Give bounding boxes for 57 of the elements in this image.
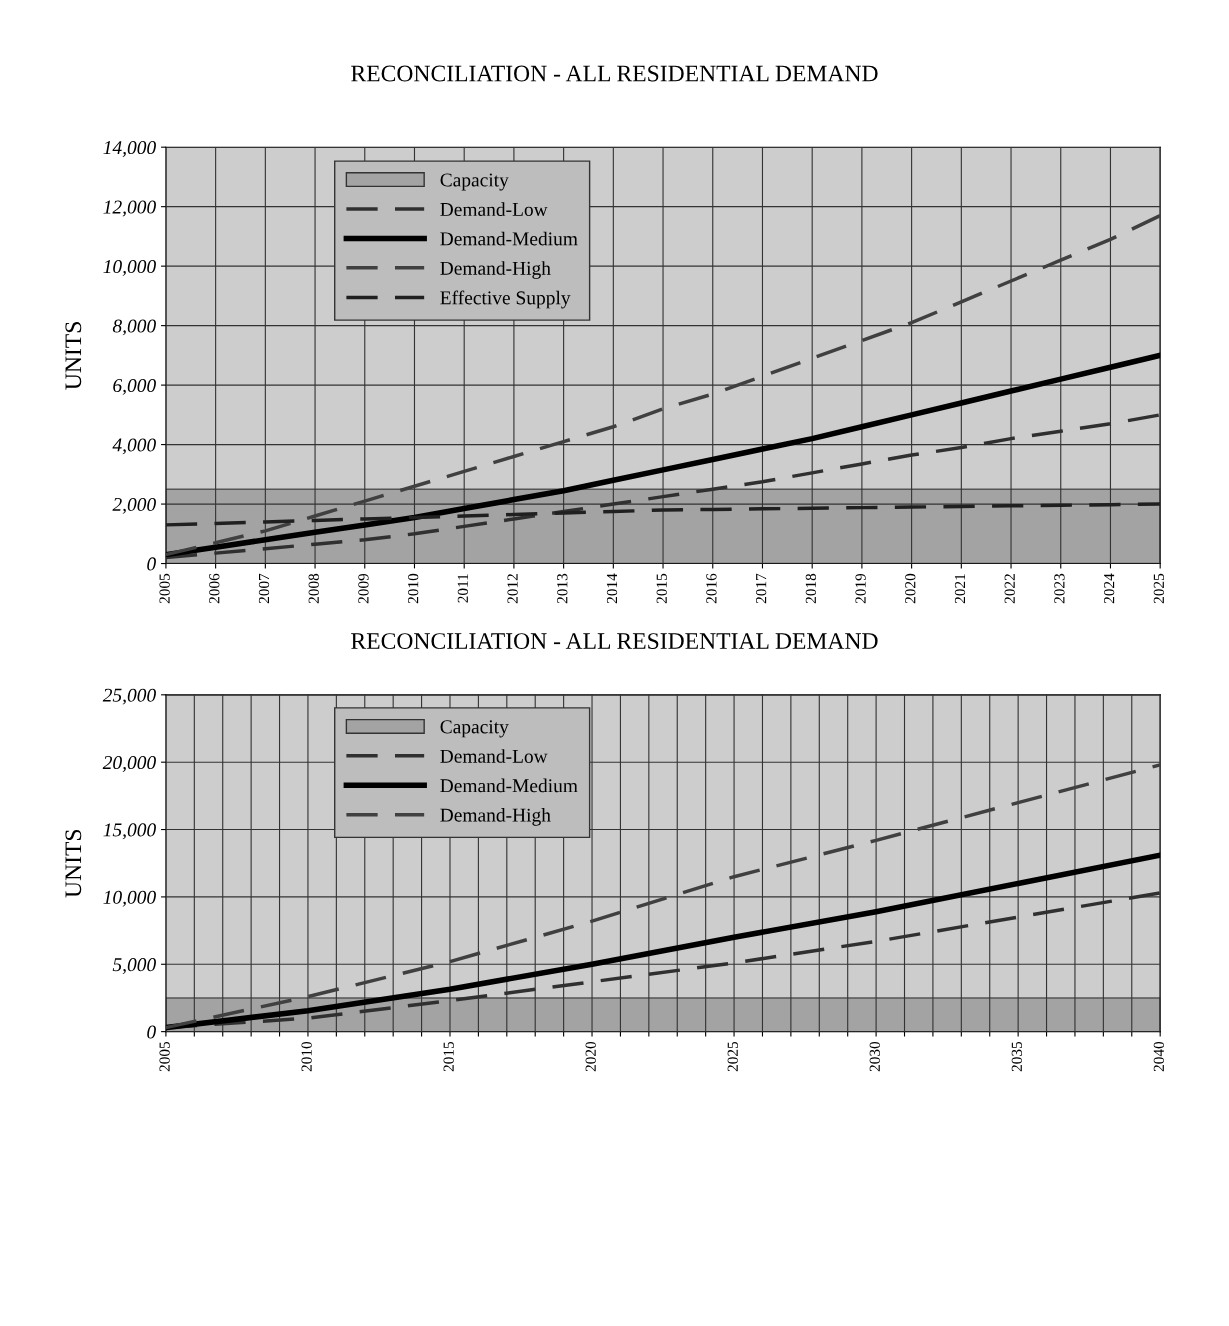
y-tick-label: 14,000 [103, 141, 156, 157]
y-tick-label: 8,000 [112, 319, 156, 336]
x-tick-label: 2012 [507, 574, 518, 604]
x-tick-label: 2015 [656, 573, 667, 604]
y-axis-title: UNITS [65, 829, 82, 898]
x-tick-label: 2023 [1054, 573, 1065, 604]
x-tick-label: 2016 [706, 573, 717, 604]
legend-label: Demand-High [440, 808, 551, 826]
y-tick-label: 25,000 [102, 688, 156, 705]
x-tick-label: 2024 [1103, 573, 1115, 604]
y-tick-label: 2,000 [112, 497, 156, 514]
x-tick-label: 2021 [954, 574, 966, 604]
y-tick-label: 20,000 [102, 756, 156, 772]
legend-label: Demand-Low [440, 202, 548, 217]
x-tick-label: 2005 [159, 573, 170, 604]
legend-label: Effective Supply [440, 290, 571, 309]
x-tick-label: 2010 [301, 1041, 312, 1072]
y-tick-label: 4,000 [112, 438, 156, 455]
x-tick-label: 2011 [457, 574, 469, 603]
legend-label: Capacity [440, 720, 509, 738]
y-tick-label: 10,000 [103, 259, 156, 276]
x-tick-label: 2018 [805, 573, 817, 604]
y-tick-label: 6,000 [113, 378, 156, 395]
legend-label: Capacity [440, 173, 509, 191]
x-tick-label: 2007 [258, 573, 270, 604]
x-tick-label: 2035 [1011, 1041, 1022, 1072]
y-tick-label: 0 [147, 1025, 156, 1039]
y-tick-label: 10,000 [103, 890, 156, 907]
x-tick-label: 2025 [727, 1041, 738, 1072]
x-tick-label: 2005 [159, 1041, 170, 1072]
y-tick-label: 15,000 [103, 823, 156, 840]
chart-title: RECONCILIATION - ALL RESIDENTIAL DEMAND [351, 633, 878, 650]
x-tick-label: 2030 [869, 1041, 880, 1072]
x-tick-label: 2015 [443, 1041, 454, 1072]
chart-title: RECONCILIATION - ALL RESIDENTIAL DEMAND [351, 65, 878, 82]
x-tick-label: 2017 [755, 573, 767, 604]
x-tick-label: 2020 [585, 1041, 596, 1072]
y-tick-label: 0 [147, 557, 156, 571]
x-tick-label: 2022 [1004, 574, 1015, 604]
x-tick-label: 2025 [1153, 573, 1164, 604]
x-tick-label: 2020 [905, 573, 916, 604]
x-tick-label: 2014 [606, 573, 618, 604]
legend-label: Demand-Medium [440, 778, 578, 793]
x-tick-label: 2008 [308, 573, 319, 604]
legend-label: Demand-High [440, 261, 551, 279]
x-tick-label: 2019 [855, 573, 866, 604]
x-tick-label: 2040 [1153, 1041, 1164, 1072]
x-tick-label: 2009 [358, 573, 369, 604]
line-series [165, 502, 1161, 527]
x-tick-label: 2010 [407, 573, 419, 604]
legend-label: Demand-Medium [440, 231, 578, 246]
legend-label: Demand-Low [440, 749, 548, 763]
x-tick-label: 2013 [557, 573, 568, 604]
y-tick-label: 5,000 [112, 958, 156, 974]
y-axis-title: UNITS [65, 322, 82, 390]
y-tick-label: 12,000 [103, 200, 156, 217]
x-tick-label: 2006 [209, 573, 220, 604]
